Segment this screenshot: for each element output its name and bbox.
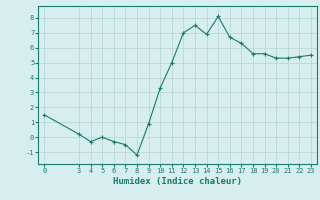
X-axis label: Humidex (Indice chaleur): Humidex (Indice chaleur) xyxy=(113,177,242,186)
